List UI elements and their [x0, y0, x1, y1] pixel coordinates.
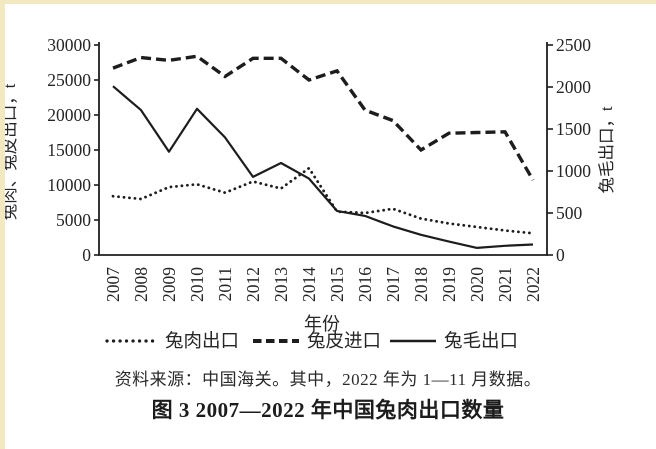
legend-label-solid: 兔毛出口	[444, 331, 518, 352]
x-axis-tick-label: 2019	[439, 267, 459, 302]
page-edge-top	[0, 0, 656, 4]
x-axis-tick-label: 2010	[187, 267, 207, 302]
left-axis-tick-label: 20000	[47, 105, 91, 125]
x-axis-tick-label: 2011	[215, 267, 235, 301]
series-line-dashed	[112, 54, 535, 181]
x-axis-tick-label: 2018	[411, 267, 431, 302]
x-axis-tick-label: 2013	[271, 267, 291, 302]
x-axis-title: 年份	[304, 314, 340, 334]
figure-caption: 图 3 2007—2022 年中国兔肉出口数量	[151, 398, 505, 422]
right-axis-tick-label: 1500	[556, 119, 591, 139]
x-axis-tick-label: 2016	[355, 267, 375, 302]
x-axis-tick-label: 2022	[523, 267, 543, 302]
x-axis-tick-label: 2017	[383, 267, 403, 302]
left-axis-tick-label: 0	[82, 245, 91, 265]
right-axis-tick-label: 2000	[556, 77, 591, 97]
x-axis-tick-label: 2007	[103, 267, 123, 302]
right-axis-title: 兔毛出口，t	[597, 106, 616, 194]
x-axis-tick-label: 2012	[243, 267, 263, 302]
left-axis-tick-label: 30000	[47, 35, 91, 55]
legend-label-dotted: 兔肉出口	[165, 331, 239, 352]
right-axis-tick-label: 0	[556, 245, 565, 265]
line-chart: 兔肉、兔皮出口，t 兔毛出口，t 年份 05000100001500020000…	[0, 35, 616, 352]
left-axis-tick-label: 5000	[56, 210, 91, 230]
left-axis-tick-label: 15000	[47, 140, 91, 160]
series-line-dotted	[111, 166, 535, 235]
left-axis-tick-label: 25000	[47, 70, 91, 90]
x-axis-tick-label: 2009	[159, 267, 179, 302]
x-axis-tick-label: 2014	[299, 267, 319, 302]
page-edge-left	[0, 0, 5, 449]
legend-label-dashed: 兔皮进口	[307, 331, 381, 352]
x-axis-tick-label: 2021	[495, 267, 515, 302]
source-note: 资料来源：中国海关。其中，2022 年为 1—11 月数据。	[114, 370, 542, 389]
series-line-solid	[112, 85, 534, 249]
x-axis-tick-label: 2015	[327, 267, 347, 302]
x-axis-tick-label: 2020	[467, 267, 487, 302]
x-axis-tick-label: 2008	[131, 267, 151, 302]
right-axis-tick-label: 2500	[556, 35, 591, 55]
right-axis-tick-label: 500	[556, 203, 583, 223]
right-axis-tick-label: 1000	[556, 161, 591, 181]
left-axis-tick-label: 10000	[47, 175, 91, 195]
